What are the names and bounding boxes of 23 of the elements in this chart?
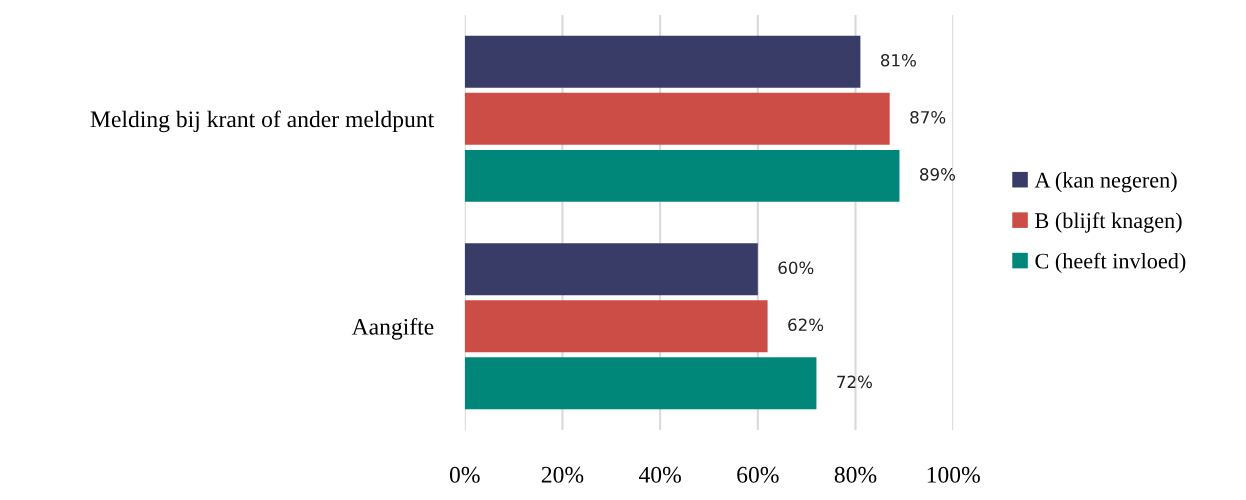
data-label: 89% [920,168,956,181]
legend-label: B (blijft knagen) [1035,212,1182,233]
bar [464,300,768,353]
legend-label: A (kan negeren) [1034,172,1177,193]
y-tick-label: Aangifte [351,317,434,340]
data-label: 72% [837,375,872,389]
legend-label: C (heeft invloed) [1035,252,1186,274]
x-tick-label: 20% [541,466,584,483]
data-label: 60% [778,261,814,275]
bar [464,243,758,296]
bar [464,35,861,88]
bar [464,92,890,145]
y-tick-label: Melding bij krant of ander meldpunt [90,110,435,133]
x-tick-label: 40% [638,466,681,483]
data-label: 87% [910,110,946,124]
x-tick-label: 80% [834,466,877,483]
x-tick-label: 0% [449,466,480,483]
bar [464,149,900,202]
data-label: 62% [788,318,824,332]
bar [464,357,817,410]
data-label: 81% [880,53,916,67]
x-tick-label: 60% [737,466,779,483]
x-tick-label: 100% [927,466,980,483]
